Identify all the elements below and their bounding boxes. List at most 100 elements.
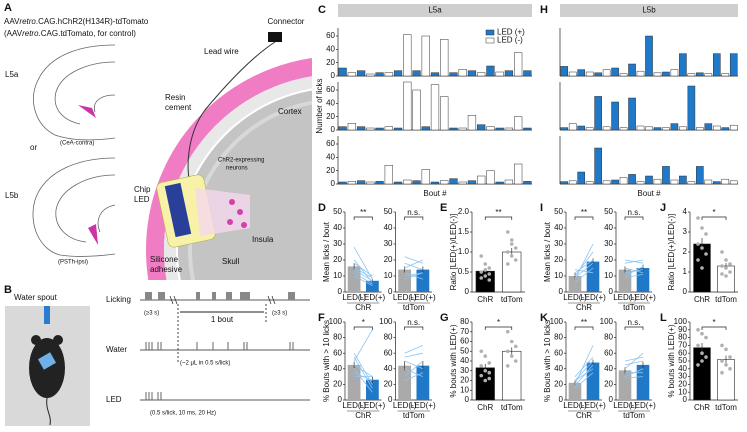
y-axis-label: Mean licks / bout	[543, 221, 552, 282]
subject-line	[574, 259, 594, 274]
subject-line	[574, 262, 594, 278]
subject-line	[624, 259, 644, 264]
y-axis-label: % Bouts with > 10 licks	[322, 320, 331, 402]
panel-label: D	[318, 202, 326, 214]
bar	[403, 81, 412, 131]
category-label: tdTom	[715, 403, 737, 412]
subject-line	[353, 275, 373, 286]
category-label: ChR	[477, 403, 493, 412]
bar	[696, 72, 704, 77]
bar	[375, 127, 384, 131]
panel-label: H	[540, 4, 548, 16]
bar	[712, 53, 721, 77]
point	[505, 364, 510, 368]
bar	[495, 181, 504, 185]
sig-label: n.s.	[628, 208, 641, 217]
bar	[721, 73, 730, 77]
y-tick-label: 60	[326, 31, 335, 40]
panel-label: E	[440, 202, 447, 214]
water-note: (~2 μL in 0.5 s/lick)	[180, 361, 230, 367]
y-tick-label: 0	[331, 125, 336, 134]
bar	[477, 175, 486, 185]
sig-label: **	[581, 318, 587, 327]
header-bar	[560, 4, 738, 17]
bar	[568, 71, 577, 77]
sig-bracket	[624, 326, 644, 330]
subject-line	[574, 360, 594, 381]
bar	[504, 179, 514, 185]
y-tick-label: 40	[678, 364, 687, 373]
point	[720, 272, 724, 276]
panel-label: I	[540, 202, 543, 214]
y-tick-label: 10	[384, 271, 393, 280]
y-tick-label: 0	[388, 287, 393, 296]
category-label: LED(+)	[410, 401, 436, 410]
bar	[679, 126, 687, 131]
y-tick-label: 0	[559, 395, 564, 404]
panel-label: A	[4, 2, 12, 14]
bar	[662, 127, 670, 131]
point	[724, 258, 728, 262]
point	[704, 335, 708, 340]
bar	[430, 72, 440, 77]
y-tick-label: 60	[326, 139, 335, 148]
bar	[568, 382, 582, 400]
bar	[704, 123, 713, 131]
y-tick-label: 20	[326, 166, 335, 175]
subject-line	[624, 352, 644, 370]
bar	[693, 347, 711, 401]
point	[700, 226, 704, 230]
bar	[467, 180, 477, 185]
point	[479, 254, 484, 258]
subject-line	[404, 360, 424, 377]
bar	[712, 181, 721, 185]
bar	[628, 97, 636, 131]
bar	[577, 171, 586, 185]
point	[700, 266, 704, 270]
bar	[679, 175, 687, 185]
y-axis-label: % Bouts with > 10 licks	[543, 320, 552, 402]
bar	[477, 72, 486, 77]
group-label: tdTom	[403, 411, 425, 420]
category-label: LED(-)	[342, 293, 366, 302]
bar	[486, 170, 495, 185]
point	[479, 364, 484, 368]
bar	[502, 350, 522, 401]
bar	[636, 125, 645, 131]
category-label: LED(-)	[563, 293, 587, 302]
point	[700, 359, 704, 363]
point	[724, 347, 728, 352]
subject-line	[353, 356, 373, 389]
sig-bracket	[701, 216, 727, 220]
bar	[366, 181, 375, 185]
point	[487, 361, 492, 365]
subject-line	[574, 269, 594, 274]
bar	[338, 126, 347, 131]
subject-line	[353, 262, 373, 277]
psth-label: (PSTh-ipsi)	[58, 260, 88, 266]
y-tick-label: 20	[326, 58, 335, 67]
bar	[645, 126, 653, 131]
bout-lines	[177, 304, 267, 364]
bar	[458, 127, 467, 131]
panel-label: J	[660, 202, 666, 214]
bar	[602, 69, 611, 77]
subject-line	[574, 345, 594, 385]
bar	[645, 175, 653, 185]
bar	[421, 126, 430, 131]
bar	[585, 127, 594, 131]
subject-line	[353, 272, 373, 285]
bar	[560, 66, 569, 77]
bar	[412, 180, 421, 185]
y-tick-label: 80	[384, 333, 393, 342]
y-tick-label: 70	[460, 327, 469, 336]
bar	[338, 181, 347, 185]
lick-marks	[145, 292, 295, 300]
bar	[586, 261, 600, 292]
bar	[393, 70, 403, 77]
subject-line	[574, 243, 594, 280]
sig-label: n.s.	[407, 208, 420, 217]
sig-label: *	[497, 318, 500, 327]
panel-label: B	[4, 284, 12, 296]
category-label: LED(-)	[613, 401, 637, 410]
